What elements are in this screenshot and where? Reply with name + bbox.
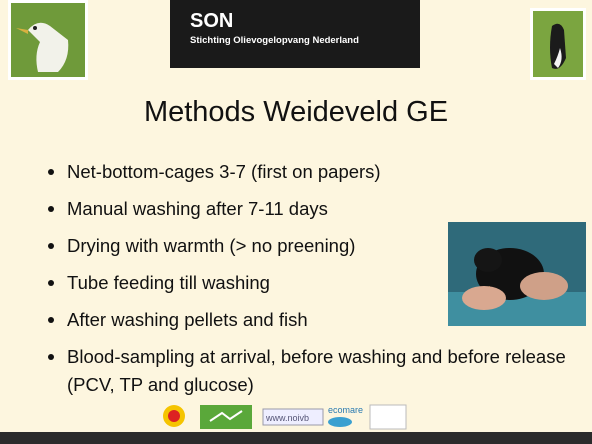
header-banner: SON Stichting Olievogelopvang Nederland (170, 0, 420, 68)
bullet-item: Net-bottom-cages 3-7 (first on papers) (48, 158, 568, 186)
header-subtitle: Stichting Olievogelopvang Nederland (190, 35, 359, 46)
bullet-item: Manual washing after 7-11 days (48, 195, 568, 223)
bullet-item: Blood-sampling at arrival, before washin… (48, 343, 568, 399)
bullet-item: Drying with warmth (> no preening) (48, 232, 447, 260)
footer-logo-text: ecomare (328, 405, 363, 415)
bullet-item: Tube feeding till washing (48, 269, 447, 297)
slide: SON Stichting Olievogelopvang Nederland … (0, 0, 592, 444)
right-logo (530, 8, 586, 80)
header-title: SON (190, 10, 233, 33)
slide-title: Methods Weideveld GE (0, 96, 592, 129)
footer-logos: www.noivb ecomare (160, 403, 410, 433)
bird-photo (448, 222, 586, 326)
bottom-border (0, 432, 592, 444)
footer-logo-text: www.noivb (265, 413, 309, 423)
bullet-item: After washing pellets and fish (48, 306, 447, 334)
left-logo (8, 0, 88, 80)
